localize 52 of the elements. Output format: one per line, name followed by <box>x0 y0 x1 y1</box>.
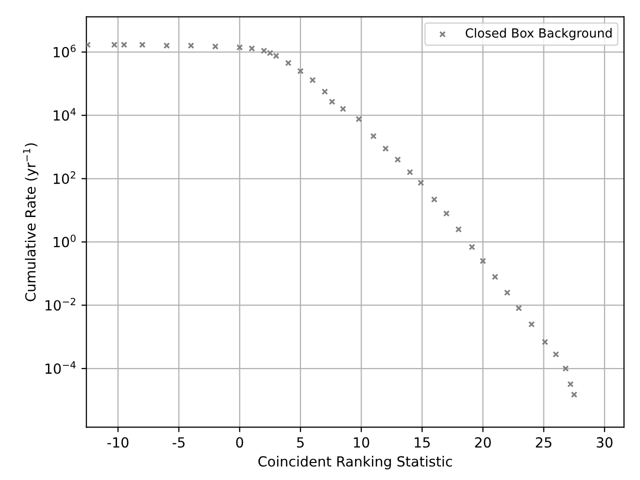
point <box>236 44 243 51</box>
point <box>562 365 569 372</box>
point <box>212 43 219 50</box>
y-tick-label: 10$^{4}$ <box>54 108 76 121</box>
y-tick-label: 10$^{0}$ <box>54 234 76 248</box>
point <box>542 338 548 346</box>
x-tick-label: 20 <box>475 437 491 448</box>
point <box>382 145 389 152</box>
legend-label: Closed Box Background <box>466 28 612 40</box>
x-tick-label: 30 <box>596 437 612 448</box>
point <box>285 60 292 66</box>
x-axis-title: Coincident Ranking Statistic <box>258 456 452 470</box>
x-tick-label: 10 <box>354 437 370 448</box>
y-tick-label: 10$^{−2}$ <box>46 298 76 311</box>
point <box>248 45 256 52</box>
point <box>394 156 402 163</box>
x-tick-label: 15 <box>414 437 430 448</box>
y-tick-label: 10$^{−4}$ <box>46 361 76 374</box>
point <box>322 88 328 95</box>
point <box>297 68 304 74</box>
x-tick-label: -10 <box>107 437 128 448</box>
x-tick-label: 0 <box>236 437 244 448</box>
point <box>504 289 510 296</box>
point <box>567 380 574 388</box>
point <box>163 42 170 49</box>
point <box>111 42 118 48</box>
x-tick-label: 5 <box>297 437 304 448</box>
point <box>139 42 146 48</box>
x-tick-label: -5 <box>172 437 185 448</box>
point <box>480 258 486 264</box>
point <box>455 226 462 233</box>
x-tick-label: 25 <box>536 437 552 448</box>
point <box>356 116 362 122</box>
point <box>528 321 535 328</box>
point <box>468 244 476 250</box>
y-tick-label: 10$^{2}$ <box>54 171 76 184</box>
point <box>570 391 578 398</box>
point <box>328 98 336 105</box>
point <box>552 351 560 358</box>
y-axis-title: Cumulative Rate (yr$^{−1}$) <box>23 143 38 302</box>
point <box>370 132 377 140</box>
point <box>516 304 522 312</box>
point <box>309 76 316 84</box>
point <box>120 42 128 48</box>
point <box>431 196 438 203</box>
point <box>492 274 498 280</box>
point <box>340 106 346 112</box>
point <box>443 210 450 217</box>
y-tick-label: 10$^{6}$ <box>54 44 76 58</box>
point <box>406 168 414 176</box>
point <box>188 42 194 49</box>
point <box>418 180 424 186</box>
